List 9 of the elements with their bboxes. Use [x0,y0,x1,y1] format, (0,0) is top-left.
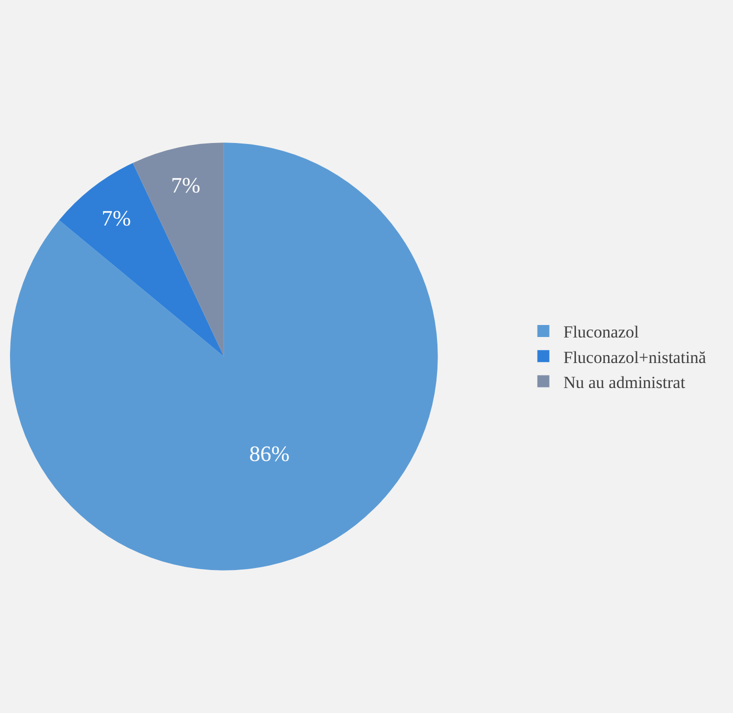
legend-label: Fluconazol+nistatină [563,348,707,367]
legend-label: Fluconazol [563,322,640,342]
data-label: 7% [170,172,200,198]
pie-slice [10,142,438,570]
pie-slice [132,142,224,356]
data-label: 86% [249,440,290,466]
legend-label: Nu au administrat [563,372,686,392]
pie-slice [59,162,224,356]
data-label: 7% [102,205,131,230]
